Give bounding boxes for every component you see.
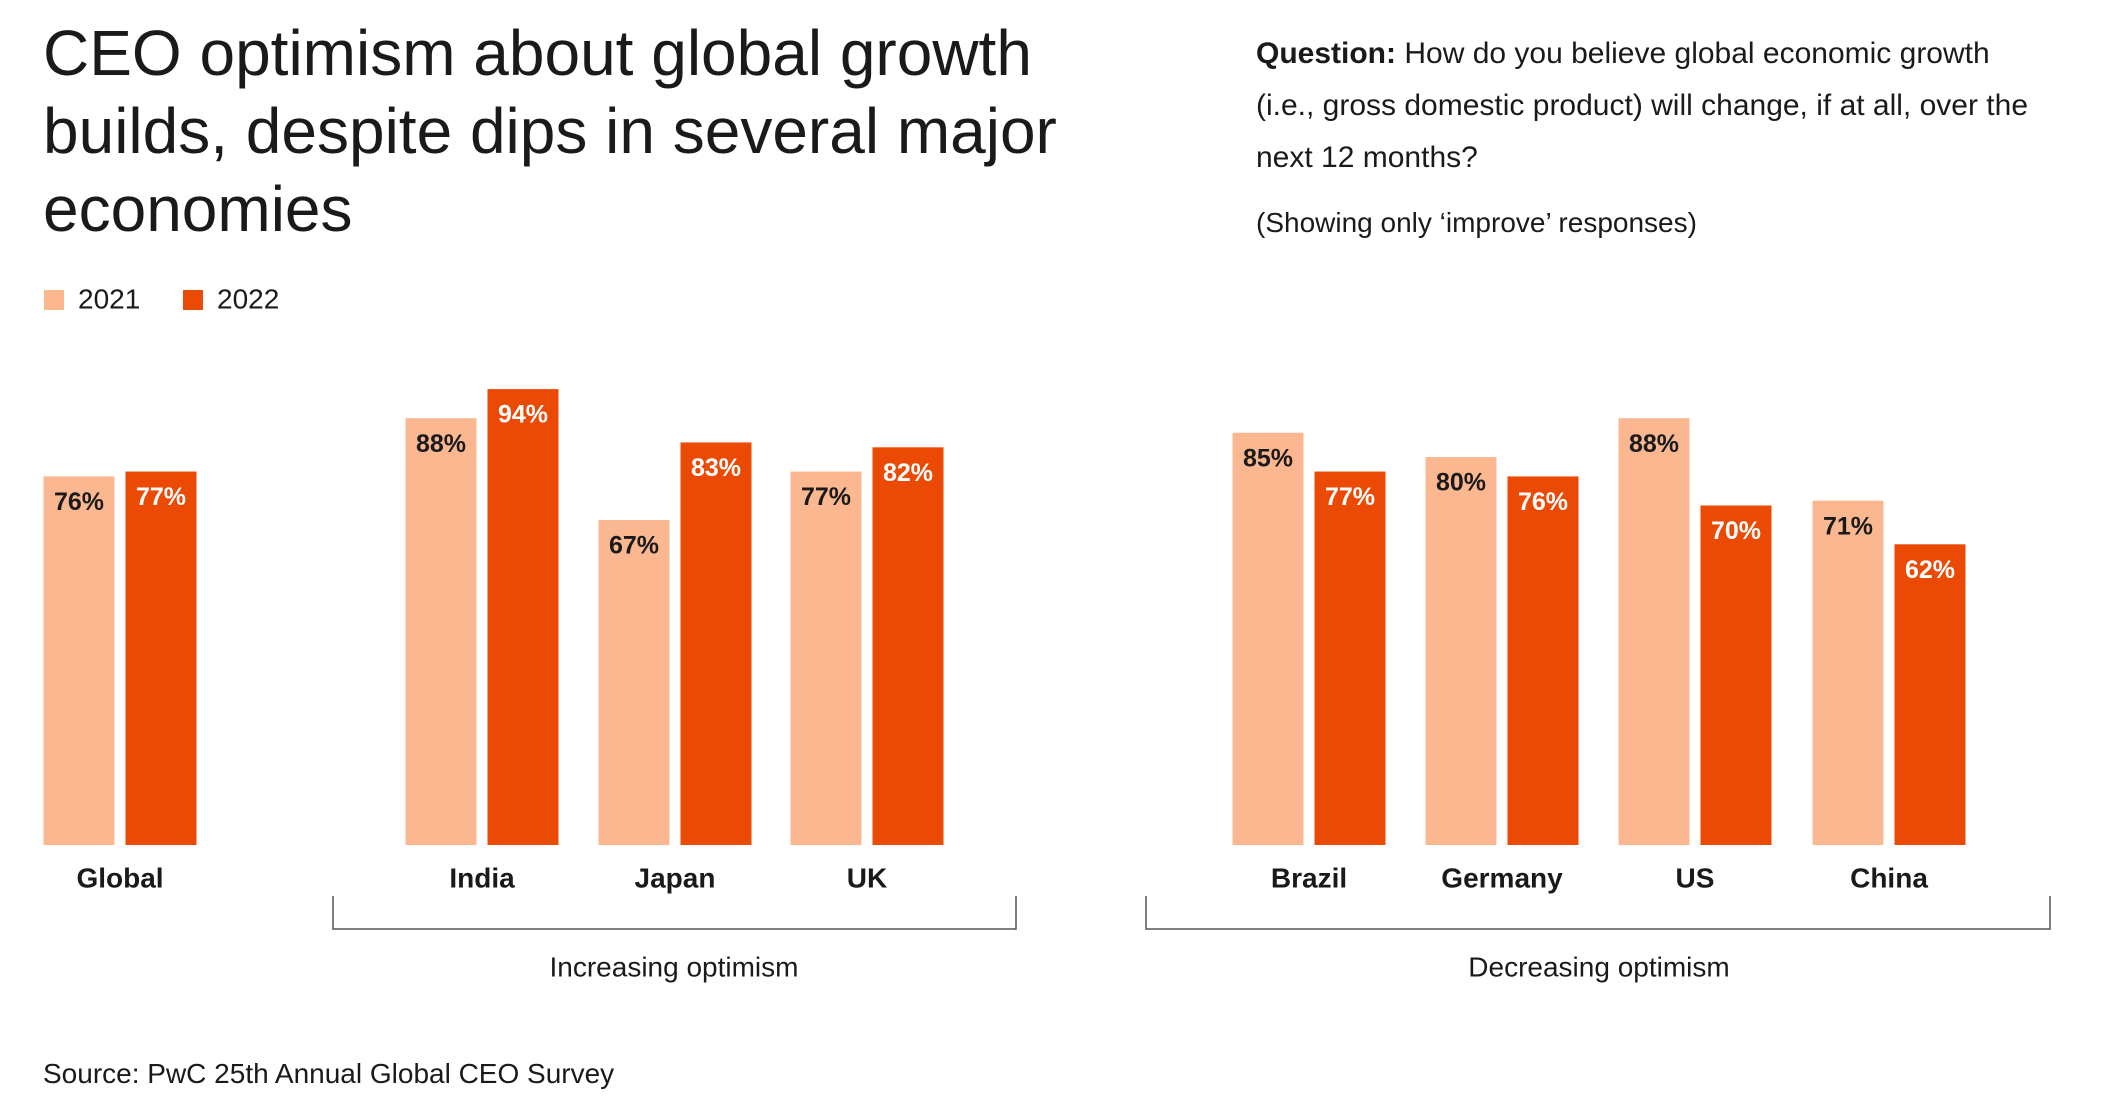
bar (598, 520, 670, 845)
bar (680, 442, 752, 845)
value-label: 83% (691, 454, 741, 482)
legend-swatch (44, 290, 64, 310)
value-label: 77% (801, 483, 851, 511)
legend-swatch (183, 290, 203, 310)
legend-label: 2022 (217, 283, 279, 314)
group-label: Decreasing optimism (1468, 951, 1729, 982)
bar (1507, 476, 1579, 845)
bar (1618, 418, 1690, 845)
value-label: 80% (1436, 469, 1486, 497)
value-label: 88% (1629, 430, 1679, 458)
bar (405, 418, 477, 845)
chart-title: CEO optimism about global growth builds,… (43, 17, 1057, 245)
legend-label: 2021 (78, 283, 140, 314)
question-label: Question: (1256, 37, 1396, 70)
value-label: 70% (1711, 517, 1761, 545)
bar (1894, 544, 1966, 845)
group-bracket (1145, 896, 2051, 930)
bar (1812, 500, 1884, 845)
value-label: 76% (1518, 488, 1568, 516)
group-label: Increasing optimism (550, 951, 799, 982)
value-label: 82% (883, 459, 933, 487)
x-tick-label: US (1676, 862, 1715, 893)
x-tick-label: Japan (635, 862, 716, 893)
bar (487, 389, 559, 845)
bar (872, 447, 944, 845)
value-label: 76% (54, 488, 104, 516)
x-tick-label: India (449, 862, 515, 893)
x-tick-label: Brazil (1271, 862, 1347, 893)
question-text: How do you believe global economic growt… (1256, 37, 2029, 174)
bar (1314, 471, 1386, 845)
source: Source: PwC 25th Annual Global CEO Surve… (43, 1058, 615, 1089)
value-label: 77% (136, 483, 186, 511)
bar (1700, 505, 1772, 845)
bar (790, 471, 862, 845)
group-bracket (332, 896, 1017, 930)
bar (1232, 432, 1304, 845)
value-label: 77% (1325, 483, 1375, 511)
x-tick-label: Germany (1441, 862, 1563, 893)
value-label: 85% (1243, 444, 1293, 472)
x-tick-label: UK (847, 862, 887, 893)
value-label: 62% (1905, 556, 1955, 584)
bar (43, 476, 115, 845)
x-tick-label: China (1850, 862, 1928, 893)
x-tick-label: Global (76, 862, 163, 893)
value-label: 67% (609, 532, 659, 560)
value-label: 71% (1823, 512, 1873, 540)
bar (1425, 457, 1497, 845)
bar (125, 471, 197, 845)
value-label: 88% (416, 430, 466, 458)
value-label: 94% (498, 401, 548, 429)
question: Question: How do you believe global econ… (1256, 28, 2046, 184)
note: (Showing only ‘improve’ responses) (1256, 207, 1697, 238)
